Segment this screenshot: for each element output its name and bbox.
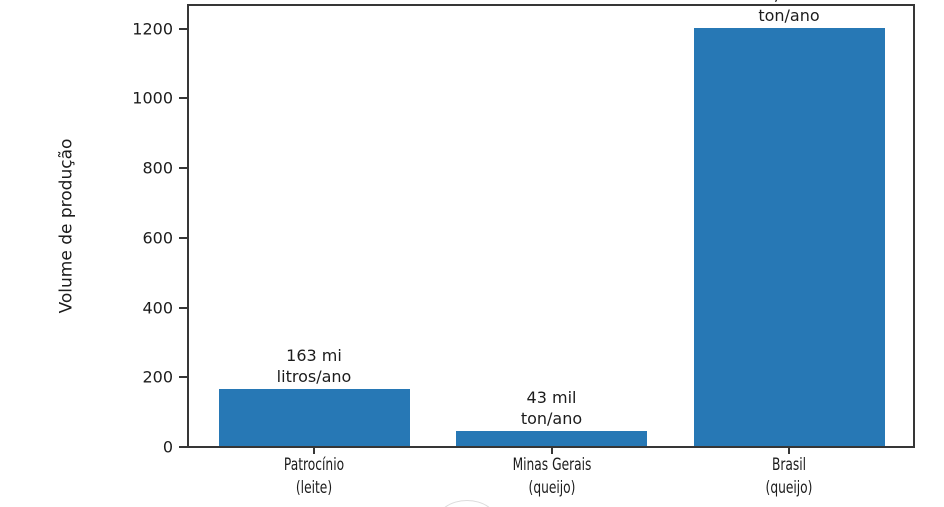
y-tick-label: 400 [142,298,173,318]
bar-annotation: 163 mi litros/ano [277,345,352,387]
x-tick-mark [550,448,553,454]
y-tick-label: 600 [142,228,173,248]
x-tick-label-brasil: Brasil (queijo) [766,454,813,500]
category-line: Brasil [771,455,807,475]
y-axis-label: Volume de produção [56,138,77,314]
category-line: (queijo) [765,478,813,498]
y-tick-label: 800 [142,158,173,178]
bar-patrocinio-leite [218,389,410,446]
y-tick-mark [179,376,187,379]
annotation-line: 1,2 mi [758,0,819,5]
annotation-line: 43 mil [526,388,577,407]
y-axis-label-container: Volume de produção [50,0,82,452]
y-tick-mark [179,236,187,239]
y-tick-mark [179,446,187,448]
bar-brasil-queijo [693,27,885,446]
annotation-line: litros/ano [276,367,352,387]
bar-annotation-clipped: 1,2 mi ton/ano [758,0,819,26]
annotation-line: ton/ano [520,409,583,428]
x-tick-mark [313,448,315,454]
y-tick-mark [179,306,187,309]
x-tick-label-minas-gerais: Minas Gerais (queijo) [512,454,591,500]
y-tick-mark [179,97,187,100]
annotation-line: ton/ano [758,5,820,25]
annotation-line: 163 mi [286,346,342,366]
bar-annotation: 43 mil ton/ano [521,387,582,429]
category-line: Minas Gerais [512,455,591,475]
y-tick-label: 1000 [132,88,173,108]
x-tick-mark [788,448,790,454]
x-tick-label-patrocinio: Patrocínio (leite) [284,454,344,500]
category-line: (leite) [295,478,333,498]
y-tick-label: 0 [162,437,173,457]
category-line: Patrocínio [283,455,345,475]
bar-minas-gerais-queijo [456,431,647,446]
y-tick-mark [179,27,187,30]
category-line: (queijo) [528,478,575,498]
watermark-arc [437,500,497,507]
y-tick-mark [179,167,187,170]
y-tick-label: 200 [142,367,173,387]
y-tick-label: 1200 [132,19,173,39]
plot-frame [187,4,915,448]
